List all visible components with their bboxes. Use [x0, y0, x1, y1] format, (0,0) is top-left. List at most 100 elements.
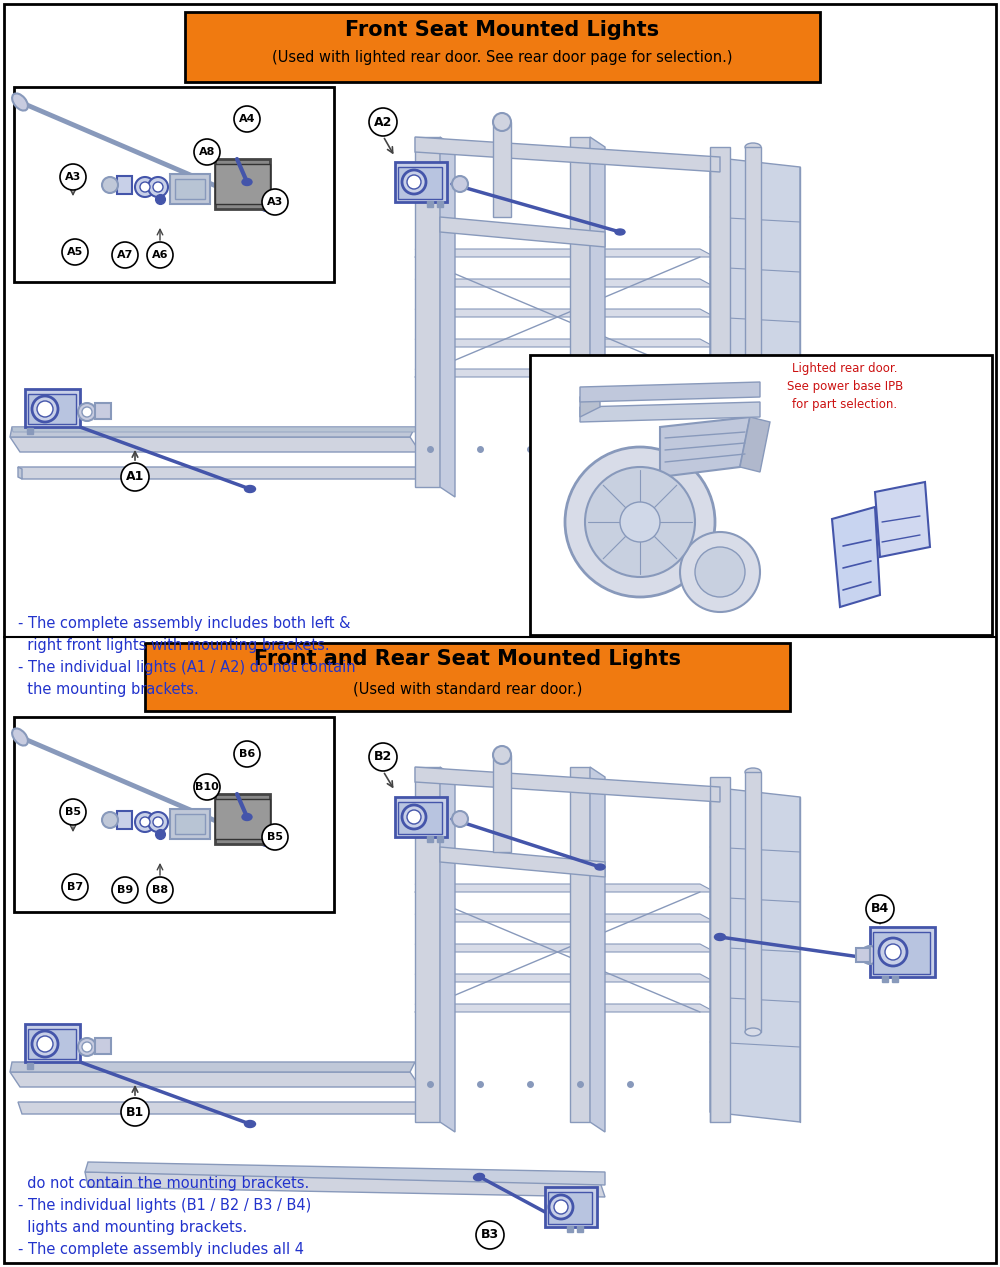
Bar: [395, 797, 447, 837]
Text: (Used with standard rear door.): (Used with standard rear door.): [353, 680, 582, 696]
Bar: [395, 162, 447, 201]
Polygon shape: [415, 1003, 715, 1012]
Bar: [215, 799, 270, 839]
Circle shape: [402, 170, 426, 194]
Bar: [548, 1192, 592, 1224]
Polygon shape: [660, 417, 750, 476]
Circle shape: [78, 1038, 96, 1055]
Bar: [215, 794, 270, 844]
Ellipse shape: [493, 113, 511, 131]
Bar: [170, 810, 210, 839]
Text: Lighted rear door.
See power base IPB
for part selection.: Lighted rear door. See power base IPB fo…: [787, 362, 903, 411]
Text: do not contain the mounting brackets.: do not contain the mounting brackets.: [18, 1176, 309, 1191]
Bar: [215, 163, 270, 204]
Circle shape: [102, 177, 118, 193]
Bar: [95, 1038, 111, 1054]
Ellipse shape: [242, 179, 252, 185]
Ellipse shape: [745, 143, 761, 151]
Text: the mounting brackets.: the mounting brackets.: [18, 682, 199, 697]
Text: B1: B1: [126, 1106, 144, 1119]
Ellipse shape: [242, 813, 252, 821]
Circle shape: [565, 447, 715, 597]
Circle shape: [121, 1098, 149, 1126]
Polygon shape: [415, 309, 715, 317]
Circle shape: [148, 812, 168, 832]
Ellipse shape: [615, 229, 625, 234]
Text: lights and mounting brackets.: lights and mounting brackets.: [18, 1220, 247, 1235]
Bar: [145, 642, 790, 711]
Circle shape: [262, 824, 288, 850]
Bar: [25, 389, 80, 427]
Ellipse shape: [745, 768, 761, 775]
Bar: [185, 11, 820, 82]
Bar: [28, 1029, 76, 1059]
Polygon shape: [740, 417, 770, 473]
Text: Front and Rear Seat Mounted Lights: Front and Rear Seat Mounted Lights: [254, 649, 681, 669]
Circle shape: [234, 106, 260, 132]
Circle shape: [140, 817, 150, 827]
Circle shape: [78, 403, 96, 421]
Polygon shape: [875, 481, 930, 557]
Ellipse shape: [745, 1028, 761, 1036]
Circle shape: [369, 108, 397, 136]
Ellipse shape: [474, 1173, 484, 1181]
Text: A3: A3: [65, 172, 81, 182]
Circle shape: [147, 242, 173, 269]
Polygon shape: [10, 427, 415, 437]
Polygon shape: [440, 767, 455, 1131]
Polygon shape: [440, 848, 605, 877]
Bar: [873, 933, 930, 974]
Circle shape: [62, 874, 88, 900]
Circle shape: [407, 175, 421, 189]
Circle shape: [369, 742, 397, 772]
Text: B5: B5: [65, 807, 81, 817]
Text: A8: A8: [199, 147, 215, 157]
Bar: [170, 174, 210, 204]
Circle shape: [452, 811, 468, 827]
Circle shape: [695, 547, 745, 597]
Circle shape: [82, 407, 92, 417]
Bar: [14, 87, 334, 283]
Polygon shape: [415, 250, 715, 257]
Circle shape: [147, 877, 173, 903]
Text: (Used with lighted rear door. See rear door page for selection.): (Used with lighted rear door. See rear d…: [272, 49, 733, 65]
Text: B5: B5: [267, 832, 283, 843]
Text: A2: A2: [374, 115, 392, 128]
Circle shape: [879, 938, 907, 965]
Polygon shape: [710, 157, 800, 487]
Circle shape: [62, 239, 88, 265]
Circle shape: [554, 1200, 568, 1214]
Bar: [493, 122, 511, 217]
Polygon shape: [415, 884, 715, 892]
Circle shape: [153, 817, 163, 827]
Bar: [95, 403, 111, 419]
Text: A7: A7: [117, 250, 133, 260]
Text: B6: B6: [239, 749, 255, 759]
Circle shape: [60, 799, 86, 825]
Circle shape: [135, 812, 155, 832]
Text: - The complete assembly includes both left &: - The complete assembly includes both le…: [18, 616, 351, 631]
Bar: [14, 717, 334, 912]
Bar: [28, 394, 76, 424]
Bar: [745, 772, 761, 1033]
Circle shape: [121, 462, 149, 492]
Bar: [175, 179, 205, 199]
Bar: [493, 755, 511, 851]
Circle shape: [861, 946, 879, 964]
Text: A6: A6: [152, 250, 168, 260]
Polygon shape: [590, 767, 605, 1131]
Circle shape: [549, 1195, 573, 1219]
Text: B4: B4: [871, 902, 889, 916]
Circle shape: [112, 877, 138, 903]
Circle shape: [866, 895, 894, 922]
Bar: [870, 927, 935, 977]
Polygon shape: [580, 386, 600, 417]
Circle shape: [585, 468, 695, 576]
Bar: [745, 147, 761, 397]
Polygon shape: [415, 279, 715, 288]
Ellipse shape: [595, 864, 605, 870]
Circle shape: [407, 810, 421, 824]
Polygon shape: [415, 974, 715, 982]
Polygon shape: [415, 767, 720, 802]
Bar: [545, 1187, 597, 1226]
